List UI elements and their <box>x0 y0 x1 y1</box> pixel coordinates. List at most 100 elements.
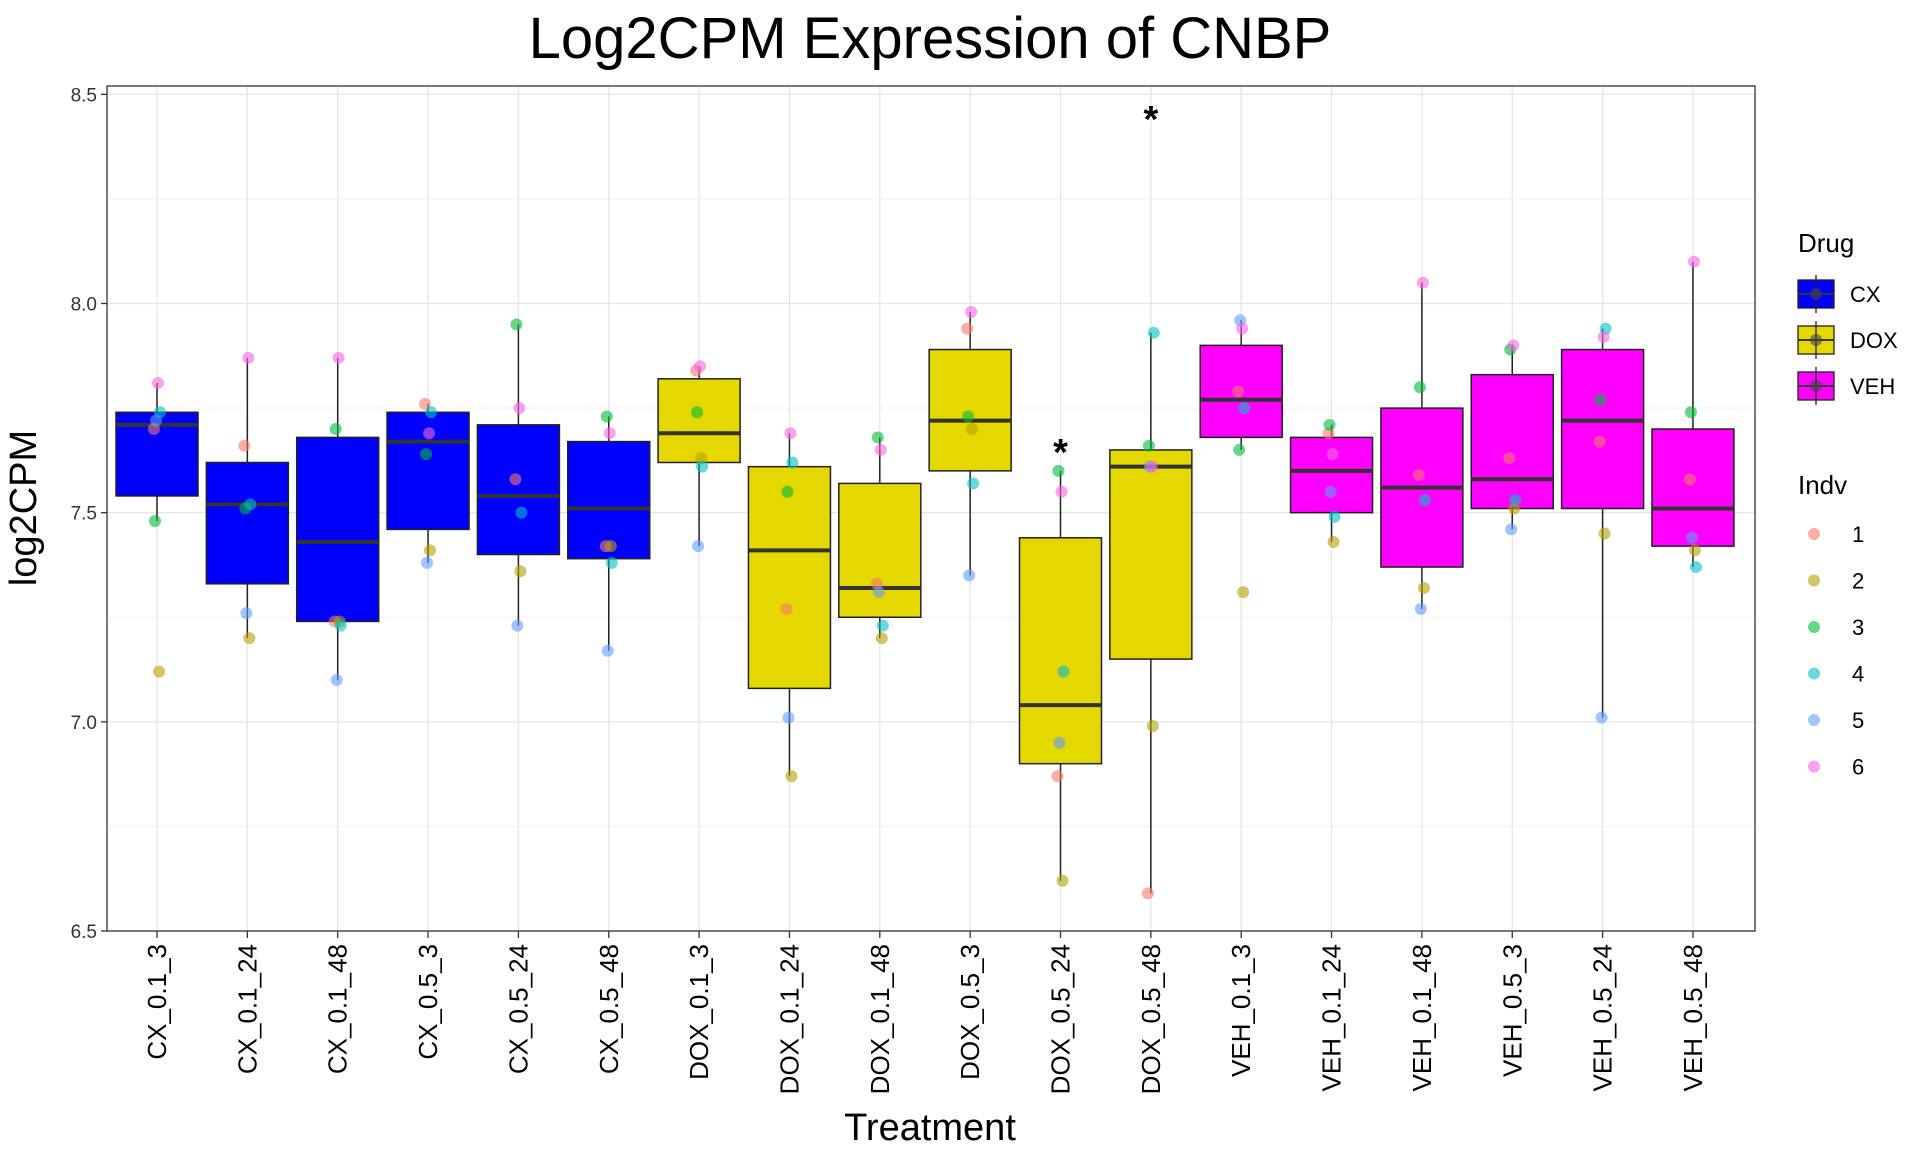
point-indv-1 <box>1503 452 1516 465</box>
legend-label-indv: 3 <box>1852 615 1864 640</box>
point-indv-1 <box>1412 469 1425 482</box>
x-tick-label: VEH_0.5_48 <box>1678 944 1708 1091</box>
x-tick-label: DOX_0.1_48 <box>865 944 895 1094</box>
point-indv-5 <box>1414 602 1427 615</box>
legend-label-drug: VEH <box>1850 374 1895 399</box>
box-CX_0.1_48 <box>295 436 380 623</box>
box-CX_0.5_48 <box>567 440 651 560</box>
point-indv-2 <box>153 665 165 678</box>
point-indv-6 <box>1236 322 1249 335</box>
x-tick-label: CX_0.1_3 <box>142 944 172 1060</box>
box-CX_0.5_24 <box>476 424 561 556</box>
point-indv-4 <box>876 619 889 632</box>
point-indv-3 <box>962 410 975 423</box>
point-indv-4 <box>696 460 709 473</box>
point-indv-1 <box>1593 435 1606 448</box>
legend-label-drug: DOX <box>1850 328 1898 353</box>
legend-label-indv: 6 <box>1852 755 1864 780</box>
x-tick-label: VEH_0.1_48 <box>1407 944 1437 1091</box>
point-indv-6 <box>152 377 164 390</box>
point-indv-3 <box>781 485 794 498</box>
legend-key-indv-4 <box>1808 667 1820 680</box>
point-indv-6 <box>965 305 978 318</box>
point-indv-3 <box>420 448 433 461</box>
point-indv-2 <box>424 544 437 557</box>
point-indv-5 <box>1685 531 1698 544</box>
point-indv-2 <box>966 423 979 436</box>
point-indv-2 <box>785 770 798 783</box>
point-indv-1 <box>1232 385 1245 398</box>
x-tick-label: DOX_0.1_3 <box>684 944 714 1080</box>
y-tick-label: 8.5 <box>71 85 97 106</box>
point-indv-4 <box>967 477 980 490</box>
point-indv-4 <box>244 498 257 511</box>
point-indv-3 <box>1323 418 1336 431</box>
legend-label-indv: 1 <box>1852 522 1864 547</box>
point-indv-5 <box>421 556 434 569</box>
point-indv-2 <box>1688 544 1701 557</box>
significance-star: * <box>1143 99 1158 141</box>
legend-label-indv: 5 <box>1852 708 1864 733</box>
point-indv-6 <box>423 427 436 440</box>
point-indv-6 <box>1687 255 1700 268</box>
legend-drug-title: Drug <box>1798 228 1854 258</box>
point-indv-6 <box>332 351 345 364</box>
point-indv-3 <box>1052 464 1065 477</box>
point-indv-1 <box>1051 770 1064 783</box>
legend-key-point <box>1810 288 1822 300</box>
x-tick-label: CX_0.1_48 <box>323 944 353 1074</box>
point-indv-5 <box>1595 711 1608 724</box>
point-indv-3 <box>1594 393 1607 406</box>
point-indv-2 <box>1056 874 1069 887</box>
point-indv-4 <box>425 406 438 419</box>
x-tick-label: DOX_0.5_24 <box>1046 944 1076 1094</box>
x-tick-label: VEH_0.5_3 <box>1497 944 1527 1077</box>
legend-label-indv: 4 <box>1852 662 1864 687</box>
point-indv-4 <box>1238 402 1251 415</box>
legend-indv: Indv 1 2 3 4 5 6 <box>1798 470 1864 780</box>
legend-indv-title: Indv <box>1798 470 1847 500</box>
point-indv-2 <box>514 565 527 578</box>
x-axis-title: Treatment <box>844 1107 1016 1149</box>
y-tick-label: 7.0 <box>71 713 97 734</box>
point-indv-6 <box>1326 448 1339 461</box>
box-CX_0.1_24 <box>205 461 290 585</box>
point-indv-1 <box>1141 887 1154 900</box>
point-indv-5 <box>330 674 343 687</box>
x-tick-label: CX_0.5_3 <box>413 944 443 1060</box>
x-tick-label: CX_0.5_48 <box>594 944 624 1074</box>
x-tick-label: DOX_0.5_48 <box>1136 944 1166 1094</box>
point-indv-3 <box>871 431 884 444</box>
point-indv-1 <box>509 473 522 486</box>
box-DOX_0.5_3 <box>928 348 1012 472</box>
point-indv-6 <box>1507 339 1520 352</box>
point-indv-4 <box>334 619 347 632</box>
point-indv-3 <box>510 318 523 331</box>
x-tick-label: DOX_0.5_3 <box>955 944 985 1080</box>
point-indv-4 <box>1509 494 1522 507</box>
box-DOX_0.1_3 <box>657 378 741 464</box>
y-tick-label: 6.5 <box>71 922 97 943</box>
legend-label-drug: CX <box>1850 282 1881 307</box>
point-indv-4 <box>1147 326 1160 339</box>
point-indv-1 <box>238 439 251 452</box>
point-indv-4 <box>1418 494 1431 507</box>
plot-panel <box>106 85 1756 932</box>
point-indv-2 <box>875 632 888 645</box>
point-indv-4 <box>1689 561 1702 574</box>
box-DOX_0.5_24 <box>1018 537 1103 765</box>
point-indv-1 <box>1683 473 1696 486</box>
x-axis: CX_0.1_3 CX_0.1_24 CX_0.1_48 CX_0.5_3 CX_0.5… <box>142 931 1708 1094</box>
box-DOX_0.5_48 <box>1109 449 1193 660</box>
point-indv-5 <box>872 586 885 599</box>
point-indv-3 <box>1142 439 1155 452</box>
point-indv-2 <box>1598 527 1611 540</box>
box-VEH_0.5_48 <box>1651 428 1735 547</box>
box-VEH_0.5_3 <box>1470 373 1554 510</box>
box-DOX_0.1_24 <box>747 465 832 690</box>
legend-key-indv-1 <box>1808 528 1820 540</box>
point-indv-4 <box>515 506 528 519</box>
point-indv-3 <box>691 406 704 419</box>
significance-star: * <box>1053 432 1068 474</box>
point-indv-2 <box>243 632 256 645</box>
